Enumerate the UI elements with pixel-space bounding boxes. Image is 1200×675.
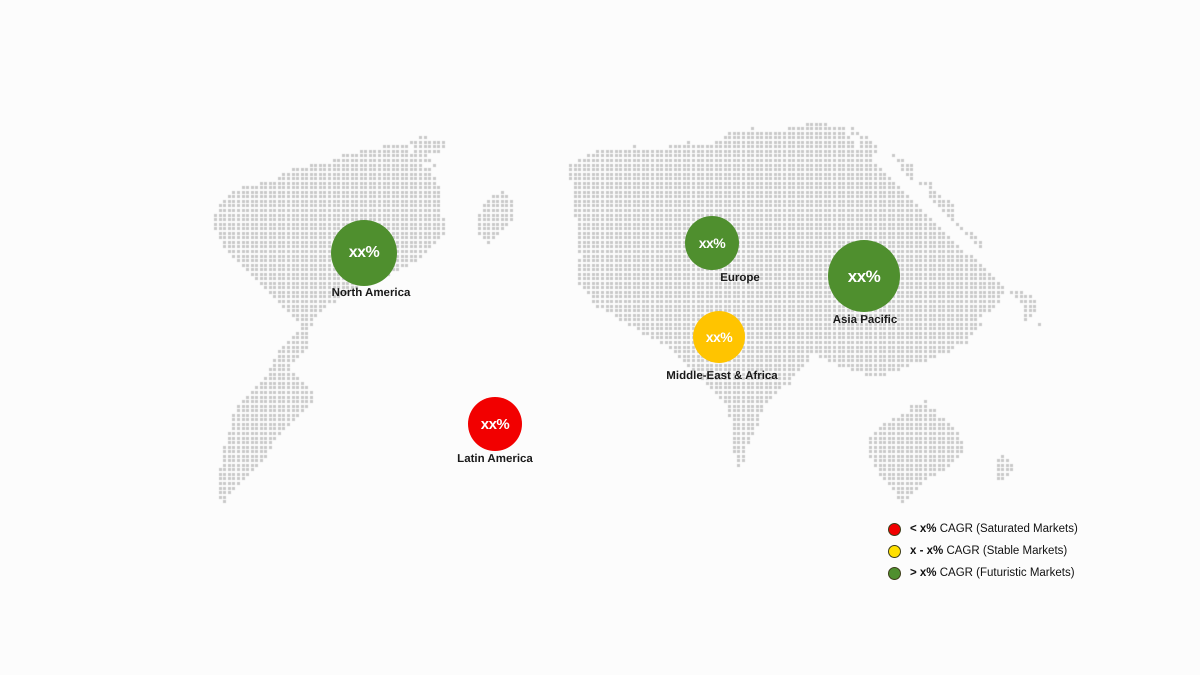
region-bubble-middle-east-africa[interactable]: xx% <box>693 311 745 363</box>
region-label-middle-east-africa: Middle-East & Africa <box>666 370 778 382</box>
legend-stable-description: CAGR (Stable Markets) <box>943 545 1068 557</box>
legend-stable-dot-icon <box>888 544 901 558</box>
region-value-europe: xx% <box>698 235 726 251</box>
legend-stable-label: x - x% CAGR (Stable Markets) <box>910 545 1067 557</box>
region-label-north-america: North America <box>331 287 411 299</box>
legend-saturated-description: CAGR (Saturated Markets) <box>936 523 1078 535</box>
region-bubble-asia-pacific[interactable]: xx% <box>828 240 900 312</box>
region-label-latin-america: Latin America <box>457 453 533 465</box>
region-value-asia-pacific: xx% <box>847 266 881 286</box>
region-label-asia-pacific: Asia Pacific <box>832 314 898 326</box>
legend-futuristic-dot-icon <box>888 566 901 580</box>
region-bubble-europe[interactable]: xx% <box>685 216 739 270</box>
region-bubble-latin-america[interactable]: xx% <box>468 397 522 451</box>
legend: < x% CAGR (Saturated Markets) x - x% CAGR… <box>888 518 1078 584</box>
region-label-europe: Europe <box>720 272 760 284</box>
region-value-latin-america: xx% <box>480 415 510 433</box>
legend-saturated-label: < x% CAGR (Saturated Markets) <box>910 523 1078 535</box>
legend-saturated[interactable]: < x% CAGR (Saturated Markets) <box>888 518 1078 540</box>
legend-saturated-dot-icon <box>888 522 901 536</box>
region-value-middle-east-africa: xx% <box>705 329 733 345</box>
legend-futuristic[interactable]: > x% CAGR (Futuristic Markets) <box>888 562 1078 584</box>
legend-futuristic-description: CAGR (Futuristic Markets) <box>936 567 1075 579</box>
region-bubble-north-america[interactable]: xx% <box>331 220 397 286</box>
legend-stable[interactable]: x - x% CAGR (Stable Markets) <box>888 540 1078 562</box>
legend-futuristic-label: > x% CAGR (Futuristic Markets) <box>910 567 1075 579</box>
legend-saturated-range: < x% <box>910 523 937 535</box>
legend-futuristic-range: > x% <box>910 567 937 579</box>
legend-stable-range: x - x% <box>910 545 944 557</box>
region-value-north-america: xx% <box>348 244 380 261</box>
